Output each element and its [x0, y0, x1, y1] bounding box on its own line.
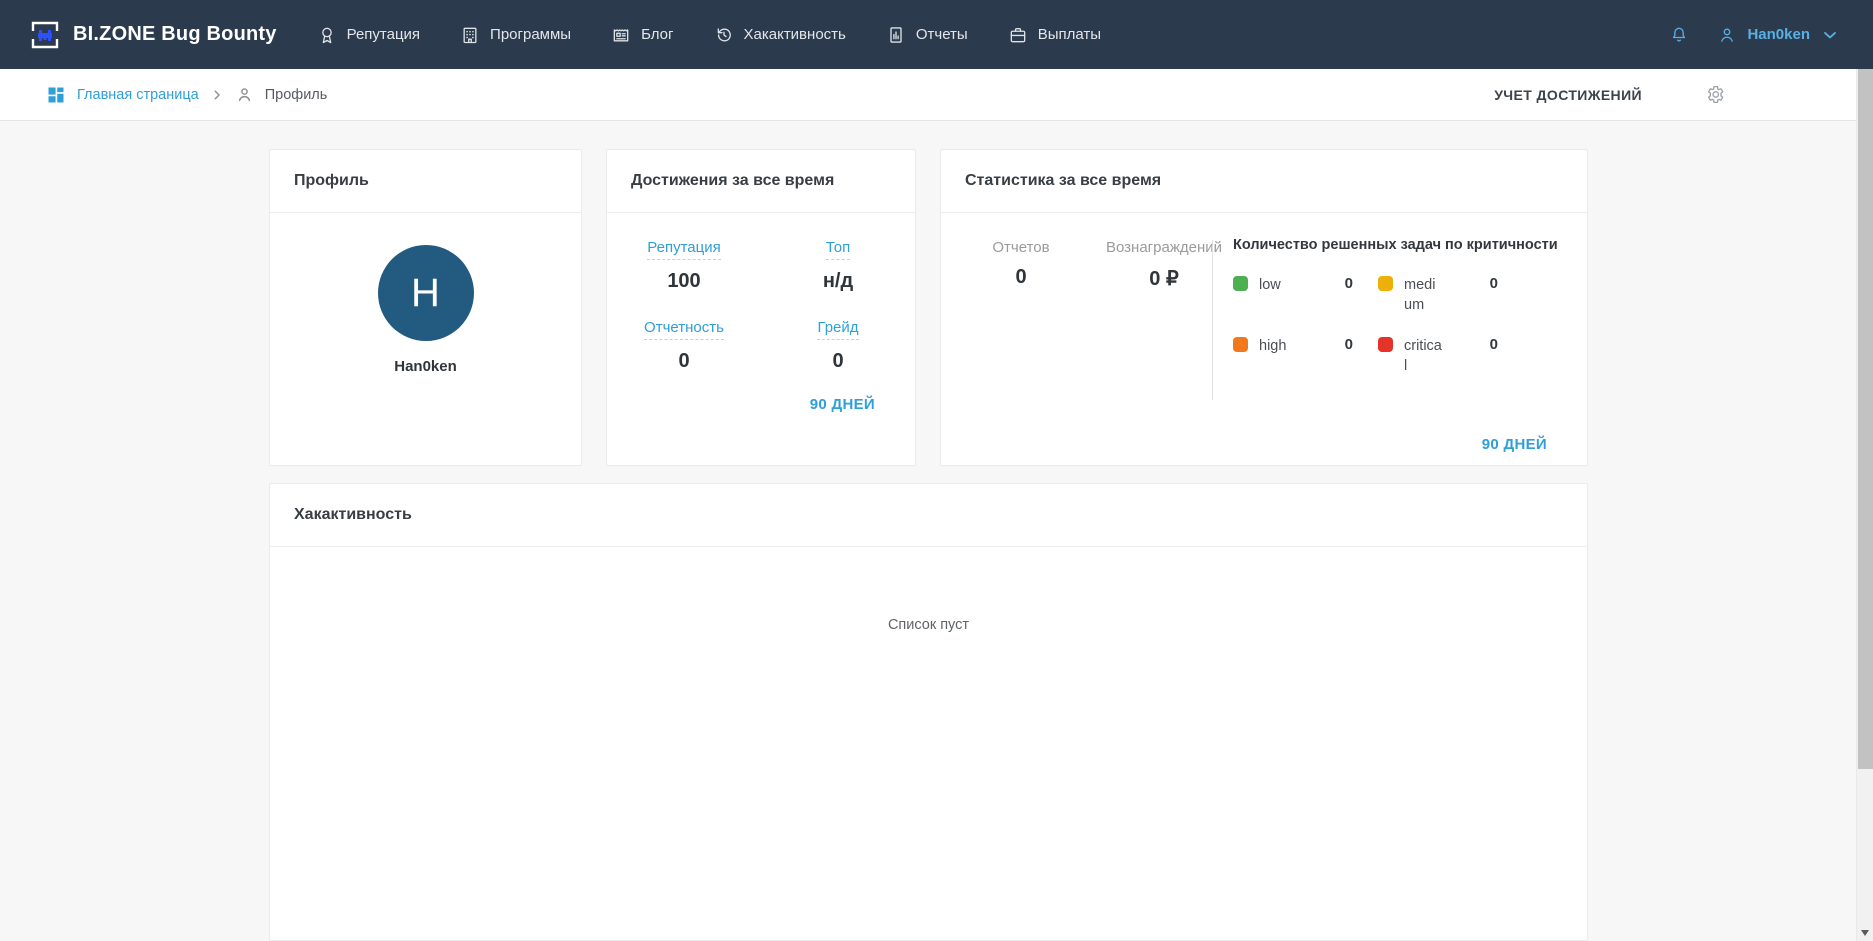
stat-label-reporting[interactable]: Отчетность [644, 319, 724, 340]
stat-value-grade: 0 [832, 350, 844, 372]
nav-item-hackactivity[interactable]: Хакактивность [714, 25, 846, 45]
severity-item-medium: medium 0 [1378, 275, 1498, 316]
nav-item-blog[interactable]: Блог [611, 25, 674, 45]
nav-item-reputation[interactable]: Репутация [317, 25, 420, 45]
severity-swatch-critical [1378, 336, 1393, 352]
severity-legend-title: Количество решенных задач по критичности [1233, 237, 1558, 253]
bell-icon[interactable] [1669, 25, 1689, 45]
scrollbar-track[interactable] [1856, 69, 1873, 941]
dashboard-grid-icon[interactable] [46, 85, 66, 105]
chevron-down-icon [1824, 31, 1836, 38]
breadcrumb: Главная страница Профиль [46, 85, 327, 105]
chevron-right-icon [214, 90, 220, 99]
stat-value-top: н/д [822, 270, 854, 292]
statistics-card-title: Статистика за все время [941, 150, 1587, 213]
nav-label: Выплаты [1037, 26, 1102, 43]
breadcrumb-current: Профиль [264, 86, 328, 103]
achievements-registry-link[interactable]: УЧЕТ ДОСТИЖЕНИЙ [1494, 86, 1642, 103]
navbar-right: Han0ken [1669, 25, 1840, 45]
brand[interactable]: BI.ZONE Bug Bounty [30, 20, 277, 50]
severity-label: low [1259, 277, 1281, 293]
stat-label-grade[interactable]: Грейд [817, 319, 859, 340]
activity-card-title: Хакактивность [270, 484, 1587, 547]
severity-item-high: high 0 [1233, 336, 1353, 377]
history-icon [717, 27, 731, 41]
building-icon [463, 27, 477, 43]
stat-value-reputation: 100 [667, 270, 701, 292]
severity-swatch-medium [1378, 276, 1393, 291]
vertical-divider [1212, 240, 1213, 400]
severity-value: 0 [1489, 335, 1498, 353]
profile-card: Профиль H Han0ken [269, 149, 582, 466]
user-menu[interactable]: Han0ken [1717, 25, 1840, 45]
profile-username: Han0ken [394, 358, 457, 375]
brand-title: BI.ZONE Bug Bounty [73, 23, 277, 45]
report-icon [890, 26, 902, 43]
main-content: Профиль H Han0ken Достижения за все врем… [0, 121, 1856, 941]
severity-item-low: low 0 [1233, 275, 1353, 316]
nav-label: Блог [641, 26, 674, 43]
briefcase-icon [1010, 27, 1026, 42]
severity-swatch-high [1233, 336, 1248, 352]
stat-label-top[interactable]: Топ [825, 239, 851, 260]
nav-label: Отчеты [915, 26, 968, 43]
nav-label: Репутация [346, 26, 421, 43]
nav-item-programs[interactable]: Программы [460, 25, 571, 45]
severity-value: 0 [1344, 275, 1353, 292]
avatar[interactable]: H [377, 245, 474, 341]
scroll-down-arrow-icon[interactable] [1861, 930, 1869, 936]
user-icon [1721, 28, 1734, 42]
stat-label-reputation[interactable]: Репутация [647, 239, 721, 260]
statistics-card: Статистика за все время Отчетов 0 Вознаг… [940, 149, 1588, 466]
activity-card: Хакактивность Список пуст [269, 483, 1588, 941]
severity-item-critical: critical 0 [1378, 336, 1498, 377]
nav-label: Хакактивность [743, 26, 846, 43]
top-navbar: BI.ZONE Bug Bounty Репутация Программы Б… [0, 0, 1873, 69]
severity-label: high [1259, 337, 1287, 354]
person-icon [238, 88, 250, 102]
user-name: Han0ken [1747, 26, 1810, 43]
nav-item-payouts[interactable]: Выплаты [1008, 25, 1101, 45]
statistics-90-days-link[interactable]: 90 ДНЕЙ [1481, 436, 1547, 453]
severity-label: critical [1404, 337, 1442, 374]
achievements-card: Достижения за все время Репутация 100 То… [606, 149, 916, 466]
severity-legend: Количество решенных задач по критичности… [1233, 237, 1583, 376]
achievements-90-days-link[interactable]: 90 ДНЕЙ [809, 396, 875, 413]
gear-icon[interactable] [1704, 84, 1725, 105]
news-icon [613, 28, 629, 41]
profile-card-title: Профиль [270, 150, 581, 213]
severity-value: 0 [1489, 275, 1498, 292]
medal-icon [321, 27, 332, 43]
bizone-logo-icon [31, 21, 59, 48]
scrollbar-thumb[interactable] [1858, 69, 1873, 769]
main-nav: Репутация Программы Блог Хакактивность [317, 25, 1101, 45]
stat-value-reporting: 0 [678, 350, 690, 372]
nav-label: Программы [490, 26, 572, 43]
stat-value-rewards: 0 ₽ [1149, 268, 1179, 290]
achievements-card-title: Достижения за все время [607, 150, 915, 213]
severity-label: medium [1404, 277, 1436, 314]
breadcrumb-bar: Главная страница Профиль УЧЕТ ДОСТИЖЕНИЙ [0, 69, 1873, 121]
stat-label-reports: Отчетов [992, 239, 1050, 256]
nav-item-reports[interactable]: Отчеты [886, 25, 968, 45]
breadcrumb-home-link[interactable]: Главная страница [77, 86, 199, 103]
empty-list-message: Список пуст [887, 617, 970, 633]
severity-value: 0 [1344, 335, 1353, 353]
stat-label-rewards: Вознаграждений [1105, 239, 1222, 256]
stat-value-reports: 0 [1015, 266, 1027, 288]
severity-swatch-low [1233, 276, 1248, 291]
breadcrumb-actions: УЧЕТ ДОСТИЖЕНИЙ [1494, 84, 1725, 105]
